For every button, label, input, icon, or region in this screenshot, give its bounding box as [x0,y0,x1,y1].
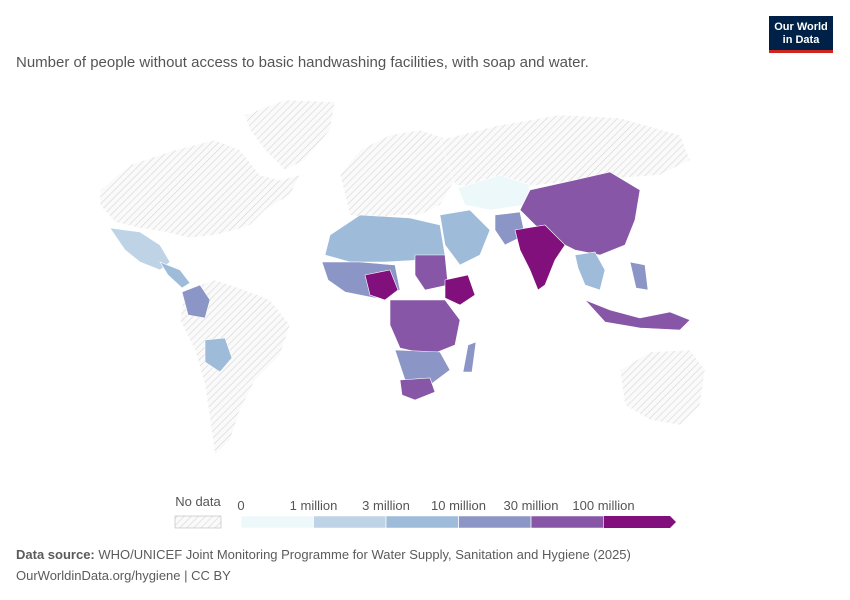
europe [339,129,456,221]
australia [619,349,706,426]
logo-box[interactable] [769,16,833,50]
url[interactable]: OurWorldinData.org/hygiene | CC BY [16,568,231,583]
legend-tick-label: 100 million [572,498,634,513]
legend-bin [603,516,676,528]
madagascar [462,341,477,373]
legend-bin [385,515,459,529]
philippines [629,261,649,291]
south-america [179,279,291,456]
southern-africa [394,349,451,386]
north-america [99,139,301,239]
sudan [414,254,449,291]
southeast-asia [574,251,606,291]
legend-tick-label: 1 million [290,498,338,513]
source-text: WHO/UNICEF Joint Monitoring Programme fo… [98,547,631,562]
bolivia [204,337,233,373]
russia [439,114,691,191]
source: Data source: WHO/UNICEF Joint Monitoring… [16,547,631,562]
source-label: Data source: [16,547,95,562]
legend-bin [313,515,387,529]
greenland [244,99,336,171]
logo-text[interactable]: in Data [783,34,821,46]
legend-bin [458,515,532,529]
middle-east [439,209,491,266]
legend-tick-label: 10 million [431,498,486,513]
logo-underline [769,50,833,53]
south-africa [399,377,436,401]
legend-tick-label: 30 million [504,498,559,513]
legend-no-data-label: No data [175,494,221,509]
india [514,224,566,291]
nigeria [364,269,399,301]
map [99,99,706,456]
legend-bin [240,515,314,529]
legend: No data 0 1 million 3 million 10 million 30 … [174,494,676,529]
colombia [181,284,211,319]
indonesia [584,299,691,331]
legend-tick-label: 0 [237,498,244,513]
logo-text[interactable]: Our World [774,21,828,33]
legend-bin [530,515,604,529]
central-africa [389,299,461,356]
legend-tick-label: 3 million [362,498,410,513]
central-america [159,261,191,289]
subtitle: Number of people without access to basic… [16,54,589,71]
ethiopia [444,274,476,306]
legend-no-data-swatch [174,515,222,529]
